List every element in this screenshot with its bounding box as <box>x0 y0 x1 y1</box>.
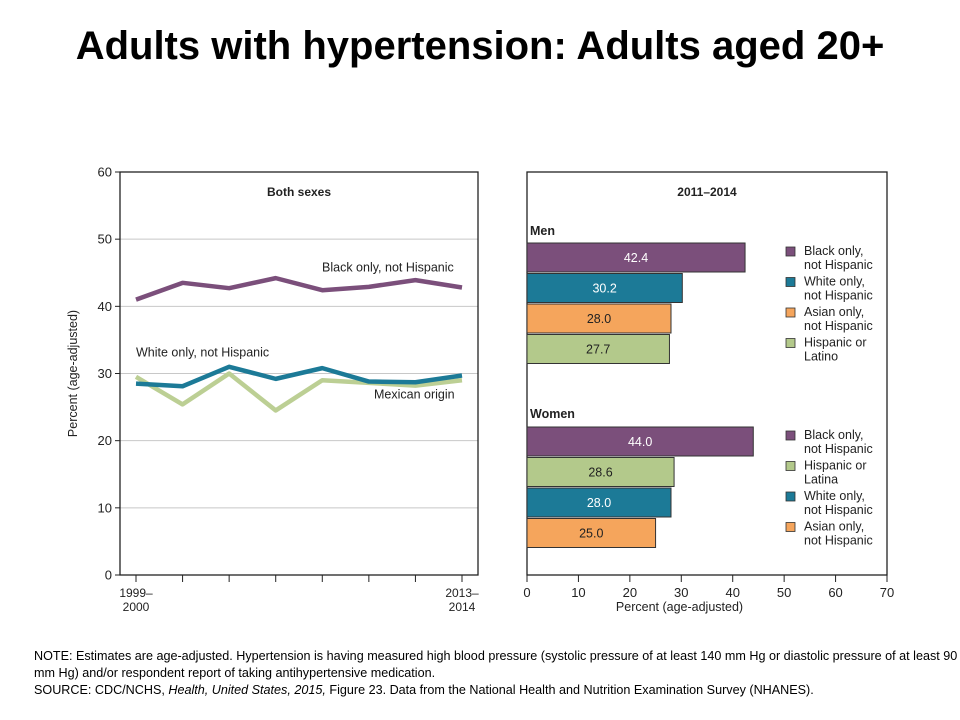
legend-label: not Hispanic <box>804 442 873 456</box>
bar-value-label: 44.0 <box>628 435 652 449</box>
x-tick-label: 50 <box>777 585 791 600</box>
x-tick-label: 70 <box>880 585 894 600</box>
group-label: Women <box>530 407 575 421</box>
legend-swatch <box>785 522 796 532</box>
bar <box>526 242 746 273</box>
legend-label: not Hispanic <box>804 503 873 517</box>
legend-swatch <box>785 491 796 502</box>
legend-swatch <box>785 338 796 348</box>
legend-label: Hispanic or <box>804 459 867 473</box>
y-tick-label: 10 <box>98 500 112 515</box>
y-tick-label: 20 <box>98 433 112 448</box>
bar <box>526 426 754 457</box>
legend-label: not Hispanic <box>804 258 873 272</box>
bar-chart-title: 2011–2014 <box>677 185 737 199</box>
legend-swatch <box>785 277 796 287</box>
x-tick-label: 30 <box>674 585 688 600</box>
bar-value-label: 28.0 <box>587 496 611 510</box>
series-line-black-only-not-hispanic <box>135 275 463 302</box>
bar <box>526 457 675 487</box>
y-tick-label: 0 <box>105 568 112 583</box>
legend-swatch <box>785 246 796 257</box>
source-text: SOURCE: CDC/NCHS, Health, United States,… <box>34 682 958 699</box>
legend-swatch <box>785 461 796 471</box>
x-tick-label: 10 <box>571 585 585 600</box>
series-label: White only, not Hispanic <box>136 346 269 360</box>
legend-label: Latino <box>804 350 838 364</box>
bar-value-label: 28.0 <box>587 312 611 326</box>
legend-label: Asian only, <box>804 520 864 534</box>
legend-label: White only, <box>804 275 865 289</box>
page-title: Adults with hypertension: Adults aged 20… <box>75 24 885 68</box>
x-axis-label: Percent (age-adjusted) <box>616 600 743 614</box>
legend-label: not Hispanic <box>804 289 873 303</box>
bar <box>526 273 683 303</box>
bar-value-label: 30.2 <box>592 282 616 296</box>
series-line-mexican-origin <box>134 371 463 413</box>
y-tick-label: 30 <box>98 366 112 381</box>
legend-label: not Hispanic <box>804 534 873 548</box>
y-tick-label: 40 <box>98 299 112 314</box>
x-tick-label: 2000 <box>123 600 150 614</box>
bar-value-label: 25.0 <box>579 527 603 541</box>
series-label: Mexican origin <box>374 387 455 401</box>
bar <box>526 518 657 548</box>
legend-label: White only, <box>804 489 865 503</box>
group-label: Men <box>530 224 555 238</box>
source-suffix: Figure 23. Data from the National Health… <box>325 683 814 697</box>
bar-value-label: 28.6 <box>588 466 612 480</box>
legend-label: not Hispanic <box>804 319 873 333</box>
y-tick-label: 50 <box>98 232 112 247</box>
line-chart-title: Both sexes <box>267 185 331 199</box>
bar-value-label: 27.7 <box>586 343 610 357</box>
series-label: Black only, not Hispanic <box>322 260 454 274</box>
x-tick-label: 2014 <box>449 600 476 614</box>
bar-value-label: 42.4 <box>624 251 648 265</box>
bar <box>526 487 672 518</box>
bar-chart-frame <box>526 171 888 576</box>
footnotes: NOTE: Estimates are age-adjusted. Hypert… <box>34 648 958 699</box>
legend-swatch <box>785 307 796 318</box>
legend-swatch <box>785 430 796 441</box>
legend-label: Hispanic or <box>804 336 867 350</box>
legend-label: Black only, <box>804 244 864 258</box>
x-tick-label: 20 <box>623 585 637 600</box>
hypertension-charts: 0 10 20 30 40 50 60 Percent (age-adjusted) 1999–… <box>66 165 894 615</box>
x-tick-label: 1999– <box>119 586 153 600</box>
x-tick-label: 40 <box>725 585 739 600</box>
legend-label: Latina <box>804 473 838 487</box>
y-axis-label: Percent (age-adjusted) <box>66 310 80 437</box>
legend-label: Black only, <box>804 428 864 442</box>
note-text: NOTE: Estimates are age-adjusted. Hypert… <box>34 649 958 680</box>
series-line-white-only-not-hispanic <box>135 364 463 389</box>
x-tick-label: 60 <box>828 585 842 600</box>
legend-label: Asian only, <box>804 305 864 319</box>
y-tick-label: 60 <box>98 165 112 180</box>
source-prefix: SOURCE: CDC/NCHS, <box>34 683 169 697</box>
bar <box>526 303 672 334</box>
bar <box>526 334 670 364</box>
x-tick-label: 0 <box>523 585 530 600</box>
x-tick-label: 2013– <box>445 586 479 600</box>
source-publication: Health, United States, 2015, <box>168 683 326 697</box>
